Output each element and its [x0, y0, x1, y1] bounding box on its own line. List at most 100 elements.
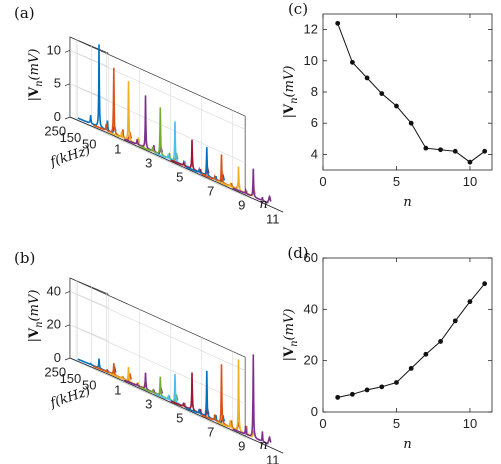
f-tick-label: 50: [82, 377, 96, 392]
n-tick-label: 5: [176, 170, 183, 185]
data-point: [408, 365, 414, 371]
svg-text:|Vn(mV): |Vn(mV): [282, 309, 300, 362]
f-axis: [69, 357, 109, 375]
f-axis-label: f(kHz): [48, 143, 93, 170]
n-axis-label: n: [259, 197, 267, 212]
svg-text:|Vn(mV): |Vn(mV): [27, 49, 45, 102]
n-tick-label: 11: [266, 212, 280, 227]
n-tick-label: 7: [207, 425, 214, 440]
data-point: [364, 75, 370, 81]
data-point: [408, 120, 414, 126]
x-axis-label: n: [403, 195, 411, 210]
data-point: [482, 281, 488, 287]
data-point: [349, 391, 355, 397]
f-tick-label: 250: [44, 365, 66, 380]
n-tick-label: 7: [207, 184, 214, 199]
z-tick-label: 0: [54, 350, 61, 365]
y-tick-label: 20: [304, 353, 318, 368]
f-tick-label: 50: [82, 136, 96, 151]
data-point: [438, 147, 443, 153]
x-tick-label: 10: [463, 416, 477, 431]
back-wall: [69, 36, 246, 197]
y-tick-label: 40: [304, 301, 318, 316]
z-tick-label: 0: [54, 109, 61, 124]
n-axis: [107, 132, 284, 213]
data-point: [423, 351, 429, 357]
f-axis-label: f(kHz): [48, 384, 93, 411]
data-point: [335, 394, 341, 400]
n-tick-label: 5: [176, 411, 183, 426]
data-point: [379, 91, 385, 96]
z-tick-label: 5: [54, 76, 61, 91]
y-axis-label: |Vn(mV): [282, 309, 300, 362]
svg-text:|Vn(mV): |Vn(mV): [282, 66, 300, 119]
data-point: [423, 145, 429, 151]
z-tick-label: 10: [47, 42, 61, 57]
n-tick-label: 11: [266, 453, 280, 464]
plot-frame: [322, 13, 493, 171]
n-axis: [107, 373, 284, 454]
y-axis-label: |Vn(mV): [282, 66, 300, 119]
series-line: [337, 283, 486, 398]
n-tick-label: 3: [145, 156, 152, 171]
data-point: [364, 387, 370, 393]
series-line: [337, 23, 485, 163]
data-point: [467, 299, 473, 305]
x-tick-label: 5: [393, 174, 400, 189]
y-tick-label: 4: [311, 146, 318, 161]
z-tick: [64, 50, 71, 53]
z-tick-label: 20: [47, 317, 61, 332]
z-tick-label: 40: [47, 283, 61, 298]
z-tick: [64, 291, 71, 294]
data-point: [394, 380, 399, 385]
data-point: [349, 59, 355, 65]
spectrum-line: [232, 354, 272, 445]
plot-frame: [322, 257, 493, 413]
y-tick-label: 6: [311, 115, 318, 130]
z-tick: [64, 83, 71, 86]
data-point: [482, 148, 488, 154]
z-axis-label: |Vn(mV): [27, 290, 45, 343]
svg-text:|Vn(mV): |Vn(mV): [27, 290, 45, 343]
x-tick-label: 10: [463, 174, 477, 189]
data-point: [335, 20, 341, 26]
f-tick-label: 150: [60, 130, 82, 145]
y-tick-label: 12: [304, 22, 318, 37]
z-tick: [64, 116, 71, 120]
n-tick-label: 9: [238, 439, 245, 454]
data-point: [438, 339, 443, 344]
n-tick-label: 1: [114, 383, 121, 398]
panel-label: (d): [287, 244, 308, 262]
panel-label: (c): [288, 0, 308, 18]
data-point: [452, 318, 458, 324]
chart-d: 0 5 10 0 20 40 60 n |Vn(mV) (d): [282, 244, 493, 452]
y-tick-label: 8: [311, 84, 318, 99]
f-tick-label: 150: [60, 371, 82, 386]
y-tick-label: 60: [304, 250, 318, 265]
f-axis: [69, 116, 109, 134]
z-tick: [64, 324, 71, 327]
y-tick-label: 10: [304, 53, 318, 68]
z-axis-label: |Vn(mV): [27, 49, 45, 102]
x-axis-label: n: [403, 437, 411, 452]
n-axis-label: n: [259, 438, 267, 453]
data-point: [452, 148, 458, 154]
f-tick-label: 250: [44, 124, 66, 139]
panel-label: (a): [14, 4, 35, 22]
back-wall: [69, 277, 246, 438]
data-point: [394, 103, 399, 109]
n-tick-label: 3: [145, 397, 152, 412]
data-point: [467, 159, 473, 165]
n-tick-label: 9: [238, 198, 245, 213]
chart-c: 0 5 10 4 6 8 10 12 n |Vn(mV) (c): [282, 0, 493, 210]
z-tick: [64, 357, 71, 361]
n-tick-label: 1: [114, 142, 121, 157]
data-point: [379, 384, 385, 390]
x-tick-label: 5: [393, 416, 400, 431]
y-tick-label: 0: [311, 404, 318, 419]
x-tick-label: 0: [319, 174, 326, 189]
